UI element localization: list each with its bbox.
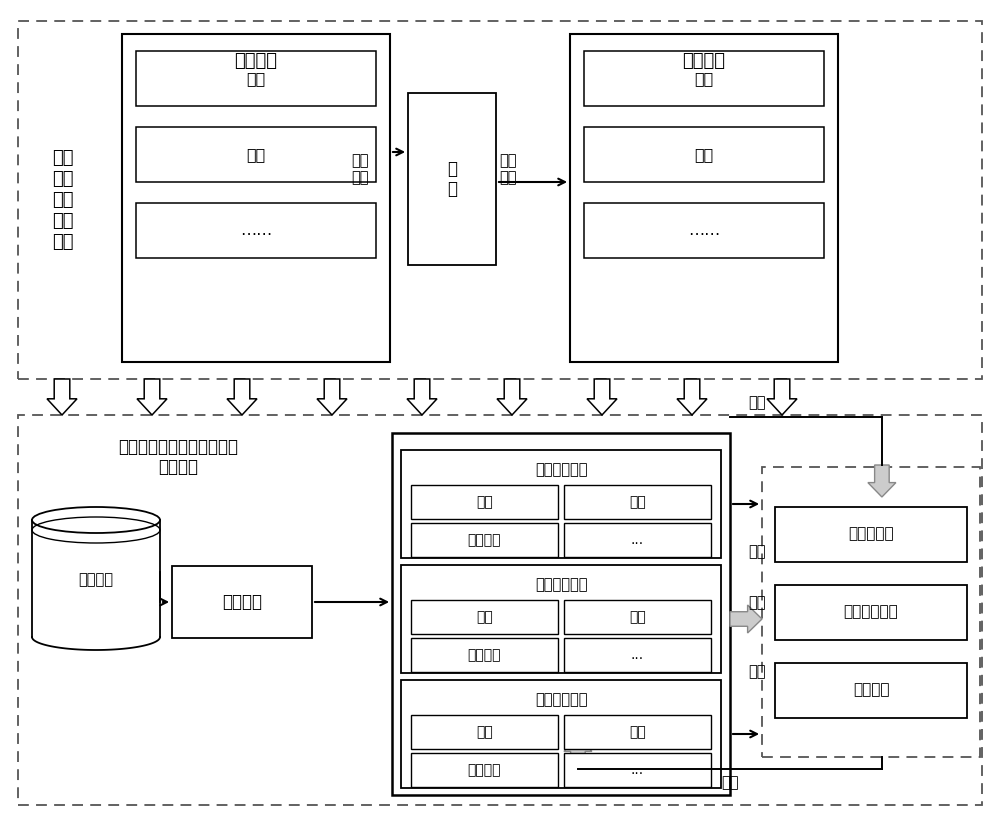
FancyBboxPatch shape <box>775 507 967 561</box>
FancyBboxPatch shape <box>584 51 824 106</box>
Text: 求偶: 求偶 <box>246 71 266 86</box>
Text: 加工策略: 加工策略 <box>468 763 501 777</box>
FancyBboxPatch shape <box>564 753 711 787</box>
Polygon shape <box>767 379 797 415</box>
Text: ...: ... <box>631 648 644 662</box>
Text: 优化: 优化 <box>476 610 493 624</box>
Polygon shape <box>564 737 592 769</box>
Ellipse shape <box>32 507 160 533</box>
Text: 孪生数据: 孪生数据 <box>78 573 114 587</box>
Text: 紧急制动: 紧急制动 <box>468 533 501 547</box>
FancyBboxPatch shape <box>584 127 824 182</box>
FancyBboxPatch shape <box>408 93 496 265</box>
FancyBboxPatch shape <box>564 485 711 519</box>
Polygon shape <box>587 379 617 415</box>
FancyBboxPatch shape <box>564 523 711 557</box>
Text: 现象: 现象 <box>748 544 766 559</box>
FancyBboxPatch shape <box>411 600 558 634</box>
Text: 数据中台: 数据中台 <box>222 593 262 611</box>
Polygon shape <box>317 379 347 415</box>
Text: ...: ... <box>631 763 644 777</box>
Polygon shape <box>32 520 160 637</box>
FancyBboxPatch shape <box>570 34 838 362</box>
FancyBboxPatch shape <box>401 450 721 558</box>
FancyBboxPatch shape <box>18 21 982 379</box>
FancyBboxPatch shape <box>136 51 376 106</box>
Polygon shape <box>730 605 762 633</box>
Polygon shape <box>868 465 896 497</box>
FancyBboxPatch shape <box>122 34 390 362</box>
Text: 基于本能与学习的孪生系统
控制方法: 基于本能与学习的孪生系统 控制方法 <box>118 438 238 476</box>
Text: 控制: 控制 <box>748 395 766 410</box>
Text: 深度反应机制: 深度反应机制 <box>535 693 587 708</box>
FancyBboxPatch shape <box>411 753 558 787</box>
Polygon shape <box>497 379 527 415</box>
FancyBboxPatch shape <box>564 638 711 672</box>
Text: 切削力监控: 切削力监控 <box>848 526 894 542</box>
Text: 先天
具有: 先天 具有 <box>351 153 369 185</box>
FancyBboxPatch shape <box>564 600 711 634</box>
Text: 报警: 报警 <box>629 610 646 624</box>
Text: 修正: 修正 <box>476 495 493 509</box>
FancyBboxPatch shape <box>392 433 730 795</box>
FancyBboxPatch shape <box>411 638 558 672</box>
FancyBboxPatch shape <box>172 566 312 638</box>
FancyBboxPatch shape <box>411 523 558 557</box>
Polygon shape <box>137 379 167 415</box>
Text: 后天
学习: 后天 学习 <box>499 153 517 185</box>
FancyBboxPatch shape <box>411 485 558 519</box>
Text: ……: …… <box>240 223 272 238</box>
Polygon shape <box>407 379 437 415</box>
Text: 控制: 控制 <box>721 775 739 791</box>
Text: 修正: 修正 <box>629 725 646 739</box>
Text: 浅层反应机制: 浅层反应机制 <box>535 578 587 592</box>
Polygon shape <box>227 379 257 415</box>
Polygon shape <box>677 379 707 415</box>
Text: 动
物: 动 物 <box>447 159 457 199</box>
Text: 特征: 特征 <box>748 664 766 679</box>
FancyBboxPatch shape <box>136 127 376 182</box>
Text: 控制: 控制 <box>748 596 766 610</box>
Text: 报警: 报警 <box>629 495 646 509</box>
FancyBboxPatch shape <box>401 680 721 788</box>
Text: 本能行为: 本能行为 <box>234 52 278 70</box>
Text: 振动监测: 振动监测 <box>853 682 889 698</box>
Text: ...: ... <box>631 533 644 547</box>
Text: 进食: 进食 <box>246 147 266 162</box>
FancyBboxPatch shape <box>564 715 711 749</box>
Text: 修改参数: 修改参数 <box>468 648 501 662</box>
FancyBboxPatch shape <box>18 415 982 805</box>
FancyBboxPatch shape <box>775 584 967 640</box>
Text: 捕猎: 捕猎 <box>694 71 714 86</box>
Text: 优化: 优化 <box>476 725 493 739</box>
FancyBboxPatch shape <box>136 203 376 258</box>
Text: 切削温度监控: 切削温度监控 <box>844 605 898 619</box>
FancyBboxPatch shape <box>584 203 824 258</box>
Text: 后天行为: 后天行为 <box>682 52 726 70</box>
Text: 奔跑: 奔跑 <box>694 147 714 162</box>
FancyBboxPatch shape <box>762 467 980 757</box>
FancyBboxPatch shape <box>401 565 721 673</box>
Text: ……: …… <box>688 223 720 238</box>
Text: 生物
先天
后天
行为
机制: 生物 先天 后天 行为 机制 <box>52 150 74 251</box>
FancyBboxPatch shape <box>411 715 558 749</box>
FancyBboxPatch shape <box>775 663 967 717</box>
Text: 本能反应机制: 本能反应机制 <box>535 462 587 477</box>
Polygon shape <box>47 379 77 415</box>
